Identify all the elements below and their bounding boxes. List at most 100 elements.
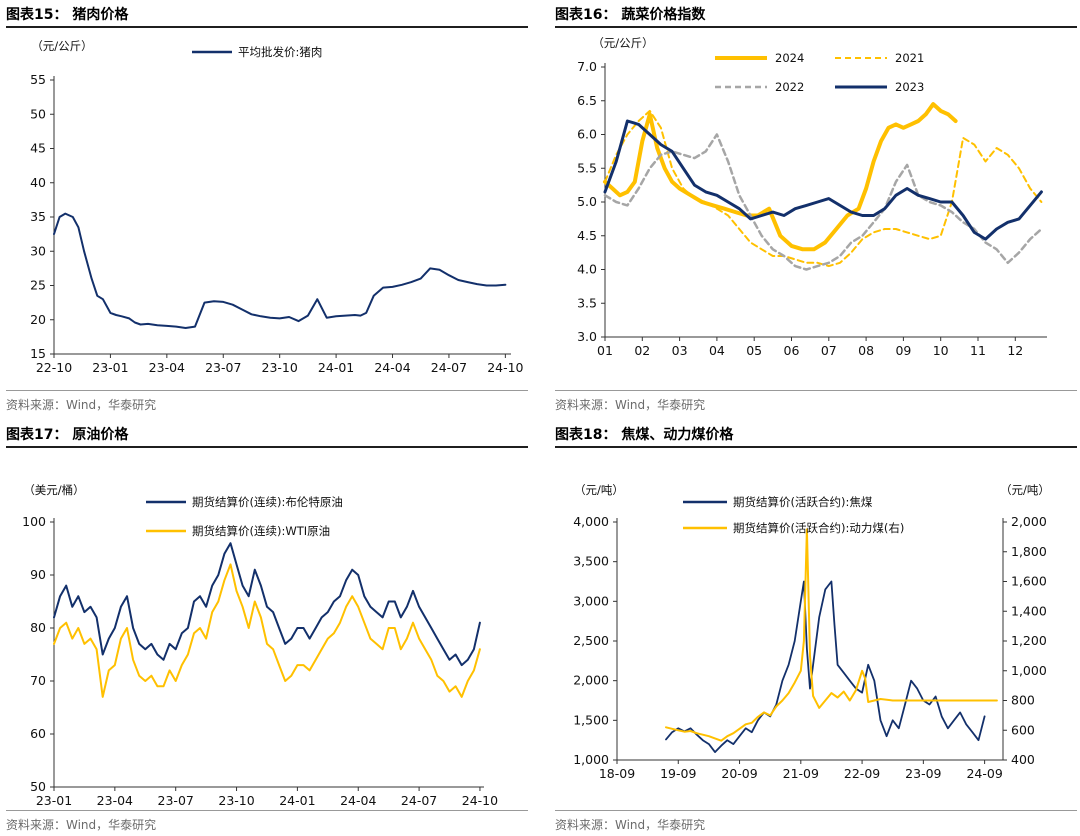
chart-pork-price: （元/公斤） 15 20 25 30 35 40 45 50 55 22-10 23-01 23-04 2… [30,39,523,375]
x-tick-label: 02 [634,343,650,358]
y-tick-label: 6.5 [577,93,597,108]
y-tick-label: 1,500 [573,712,609,727]
y-tick-label: 6.0 [577,127,597,142]
x-tick-label: 23-07 [205,360,241,375]
chart-panel-coal: 图表18： 焦煤、动力煤价格 （元/吨） （元/吨） 1,000 1,500 2,000… [555,424,1080,836]
source-note: 资料来源：Wind，华泰研究 [6,818,157,832]
legend-label-1: 2021 [895,51,924,65]
x-tick-label: 09 [895,343,911,358]
y-tick-label: 15 [30,346,46,361]
y-tick-label: 50 [30,779,46,794]
y-tick-label: 3,500 [573,554,609,569]
legend-label-0: 平均批发价:猪肉 [238,45,322,59]
y-right-tick-label: 600 [1011,722,1035,737]
legend-label-0: 期货结算价(连续):布伦特原油 [192,495,343,509]
x-tick-label: 05 [746,343,762,358]
series-line-2 [603,133,1043,271]
x-tick-label: 19-09 [660,766,696,781]
y-tick-label: 4.0 [577,262,597,277]
x-tick-label: 23-07 [158,793,194,808]
x-tick-label: 24-04 [340,793,376,808]
y-tick-label: 3.0 [577,329,597,344]
legend-label-1: 期货结算价(连续):WTI原油 [192,524,330,538]
x-tick-label: 23-10 [262,360,298,375]
y-tick-label: 1,000 [573,752,609,767]
y-tick-label: 2,000 [573,673,609,688]
x-tick-label: 23-01 [92,360,128,375]
y-tick-label: 45 [30,141,46,156]
x-tick-label: 24-04 [374,360,410,375]
legend-label-3: 2023 [895,80,924,94]
panel-title: 图表18： 焦煤、动力煤价格 [555,427,734,443]
y-tick-label: 40 [30,175,46,190]
y-tick-label: 70 [30,673,46,688]
y-tick-label: 7.0 [577,59,597,74]
source-note: 资料来源：Wind，华泰研究 [555,818,706,832]
x-tick-label: 12 [1007,343,1023,358]
panel-title: 图表17： 原油价格 [6,427,129,443]
y-tick-label: 2,500 [573,633,609,648]
x-tick-label: 24-10 [462,793,498,808]
unit-label: （美元/桶） [23,483,84,497]
legend-label-0: 期货结算价(活跃合约):焦煤 [733,495,873,509]
y-tick-label: 80 [30,620,46,635]
y-right-tick-label: 1,400 [1011,603,1047,618]
chart-panel-vegetable: 图表16： 蔬菜价格指数 （元/公斤） 3.0 3.5 4.0 4.5 5.0 5.5 6.0… [555,4,1080,416]
y-right-tick-label: 1,000 [1011,663,1047,678]
y-tick-label: 4,000 [573,514,609,529]
series-line-3 [603,119,1043,241]
x-tick-label: 20-09 [721,766,757,781]
y-right-tick-label: 1,200 [1011,633,1047,648]
chart-crude-oil: （美元/桶） 50 60 70 80 90 100 23-01 23-04 23-07 23-10 2… [22,483,498,808]
title-divider [555,26,1077,28]
y-tick-label: 4.5 [577,228,597,243]
title-divider [6,446,528,448]
y-right-tick-label: 1,600 [1011,574,1047,589]
unit-label: （元/吨） [574,483,624,497]
unit-label: （元/公斤） [31,39,92,53]
unit-label: （元/公斤） [592,36,653,50]
x-tick-label: 08 [858,343,874,358]
chart-panel-pork: 图表15： 猪肉价格 （元/公斤） 15 20 25 30 35 40 45 50 55 22-10… [6,4,536,416]
title-divider [555,446,1077,448]
y-tick-label: 100 [22,514,46,529]
y-right-tick-label: 2,000 [1011,514,1047,529]
y-tick-label: 3,000 [573,593,609,608]
x-tick-label: 22-10 [36,360,72,375]
title-divider [6,26,528,28]
x-tick-label: 23-10 [218,793,254,808]
x-tick-label: 18-09 [599,766,635,781]
y-tick-label: 5.0 [577,194,597,209]
x-tick-label: 22-09 [844,766,880,781]
x-tick-label: 11 [970,343,986,358]
chart-vegetable-index: （元/公斤） 3.0 3.5 4.0 4.5 5.0 5.5 6.0 6.5 7.0 01 02 03 0… [577,36,1047,358]
x-tick-label: 01 [597,343,613,358]
series-line-0 [53,212,507,329]
y-tick-label: 60 [30,726,46,741]
x-tick-label: 24-09 [966,766,1002,781]
source-note: 资料来源：Wind，华泰研究 [555,398,706,412]
x-tick-label: 24-01 [279,793,315,808]
y-tick-label: 5.5 [577,160,597,175]
x-tick-label: 24-07 [431,360,467,375]
x-tick-label: 23-04 [149,360,185,375]
series-line-1 [665,528,998,742]
y-tick-label: 50 [30,106,46,121]
legend-label-1: 期货结算价(活跃合约):动力煤(右) [733,521,904,535]
chart-coal-price: （元/吨） （元/吨） 1,000 1,500 2,000 2,500 3,000 3,500… [573,483,1050,781]
legend-label-0: 2024 [775,51,804,65]
x-tick-label: 21-09 [783,766,819,781]
unit-label-right: （元/吨） [1000,483,1050,497]
x-tick-label: 06 [784,343,800,358]
x-tick-label: 23-04 [97,793,133,808]
source-divider [555,810,1077,811]
y-right-tick-label: 400 [1011,752,1035,767]
y-tick-label: 30 [30,243,46,258]
series-line-1 [53,563,481,698]
x-tick-label: 24-01 [318,360,354,375]
y-tick-label: 55 [30,72,46,87]
y-right-tick-label: 1,800 [1011,544,1047,559]
x-tick-label: 23-01 [36,793,72,808]
y-tick-label: 90 [30,567,46,582]
source-divider [6,810,528,811]
